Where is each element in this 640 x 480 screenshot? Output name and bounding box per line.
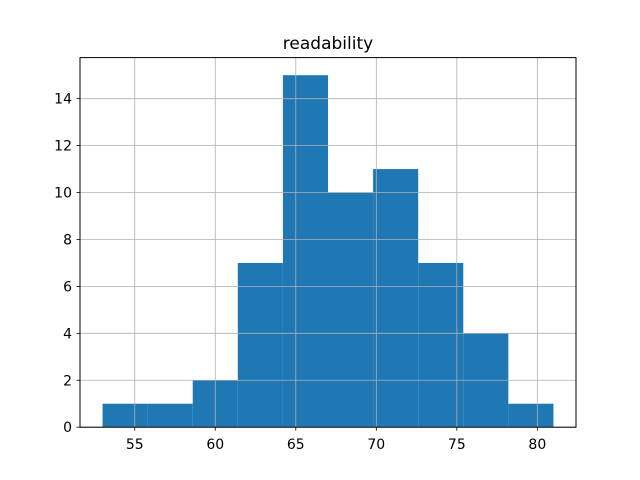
chart-title: readability bbox=[283, 34, 373, 54]
histogram-bar bbox=[282, 75, 328, 428]
axis-tick-marks bbox=[76, 98, 538, 431]
y-tick-label: 0 bbox=[63, 420, 72, 436]
x-tick-label: 55 bbox=[126, 437, 144, 453]
y-tick-label: 6 bbox=[63, 279, 72, 295]
grid-lines bbox=[80, 57, 576, 428]
histogram-bar bbox=[237, 262, 283, 428]
y-tick-label: 10 bbox=[54, 186, 72, 202]
axes-border bbox=[79, 57, 577, 428]
histogram-bars bbox=[102, 75, 554, 428]
y-tick-label: 2 bbox=[63, 373, 72, 389]
histogram-bar bbox=[508, 403, 554, 428]
histogram-bar bbox=[373, 169, 419, 428]
x-tick-label: 60 bbox=[206, 437, 224, 453]
histogram-bar bbox=[328, 192, 374, 428]
x-tick-label: 80 bbox=[528, 437, 546, 453]
y-tick-label: 4 bbox=[63, 326, 72, 342]
y-tick-label: 12 bbox=[54, 139, 72, 155]
histogram-bar bbox=[147, 403, 193, 428]
y-tick-label: 8 bbox=[63, 232, 72, 248]
histogram-bar bbox=[418, 262, 464, 428]
y-tick-label: 14 bbox=[54, 92, 72, 108]
x-tick-label: 65 bbox=[287, 437, 305, 453]
x-tick-label: 75 bbox=[448, 437, 466, 453]
x-tick-label: 70 bbox=[367, 437, 385, 453]
y-tick-labels: 0 2 4 6 8 10 12 14 bbox=[54, 92, 72, 437]
histogram-bar bbox=[102, 403, 148, 428]
x-tick-labels: 55 60 65 70 75 80 bbox=[126, 437, 546, 453]
